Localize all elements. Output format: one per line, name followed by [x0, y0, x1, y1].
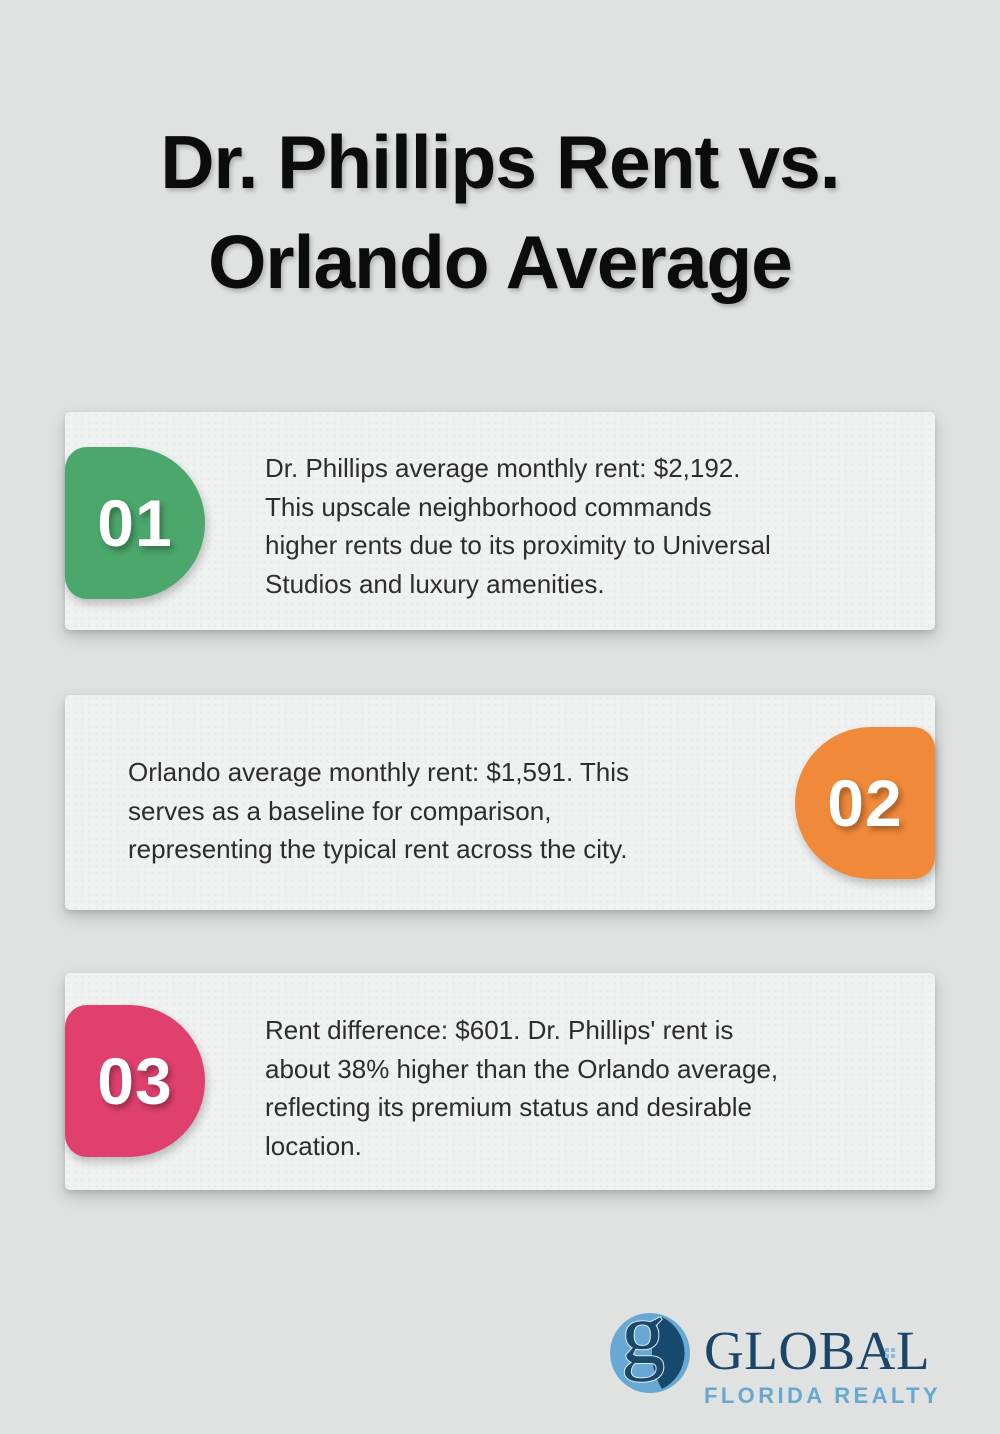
- step-number-01: 01: [97, 486, 173, 560]
- page-title: Dr. Phillips Rent vs. Orlando Average: [0, 112, 1000, 312]
- text-line: about 38% higher than the Orlando averag…: [265, 1053, 779, 1084]
- global-g-logo-icon: g: [610, 1313, 690, 1393]
- brand-tagline: FLORIDA REALTY: [704, 1383, 942, 1408]
- text-line: reflecting its premium status and desira…: [265, 1092, 753, 1122]
- fact-card-3: 03 Rent difference: $601. Dr. Phillips' …: [65, 973, 935, 1190]
- text-line: location.: [265, 1130, 362, 1161]
- brand-logo: g GLOBA L FLORIDA REALTY: [610, 1313, 941, 1409]
- text-line: higher rents due to its proximity to Uni…: [265, 530, 771, 560]
- logo-crescent: [652, 1317, 685, 1389]
- step-badge-03: 03: [65, 1005, 205, 1157]
- fact-text-3: Rent difference: $601. Dr. Phillips' ren…: [265, 1011, 778, 1165]
- text-line: serves as a baseline for comparison,: [128, 795, 552, 826]
- wordmark-part: L: [895, 1320, 931, 1381]
- house-letter-a: A: [856, 1323, 896, 1378]
- text-line: representing the typical rent across the…: [128, 834, 628, 864]
- logo-monogram-letter: g: [621, 1313, 665, 1383]
- brand-wordmark: GLOBA L: [704, 1323, 941, 1378]
- title-line-1: Dr. Phillips Rent vs.: [160, 120, 840, 204]
- fact-text-2: Orlando average monthly rent: $1,591. Th…: [128, 753, 629, 869]
- text-line: Rent difference: $601. Dr. Phillips' ren…: [265, 1015, 734, 1045]
- text-line: Dr. Phillips average monthly rent: $2,19…: [265, 453, 741, 483]
- step-number-02: 02: [827, 766, 903, 840]
- text-line: Orlando average monthly rent: $1,591. Th…: [128, 757, 630, 787]
- step-badge-02: 02: [795, 727, 935, 879]
- step-badge-01: 01: [65, 447, 205, 599]
- fact-card-1: 01 Dr. Phillips average monthly rent: $2…: [65, 412, 935, 630]
- fact-card-2: 02 Orlando average monthly rent: $1,591.…: [65, 695, 935, 910]
- wordmark-part: GLOB: [704, 1320, 856, 1381]
- wordmark-part: A: [855, 1320, 896, 1381]
- fact-text-1: Dr. Phillips average monthly rent: $2,19…: [265, 449, 771, 603]
- house-windows-icon: [884, 1348, 889, 1353]
- text-line: This upscale neighborhood commands: [265, 491, 712, 522]
- title-line-2: Orlando Average: [208, 220, 793, 304]
- text-line: Studios and luxury amenities.: [265, 568, 605, 599]
- brand-logo-text: GLOBA L FLORIDA REALTY: [704, 1323, 941, 1409]
- step-number-03: 03: [97, 1044, 173, 1118]
